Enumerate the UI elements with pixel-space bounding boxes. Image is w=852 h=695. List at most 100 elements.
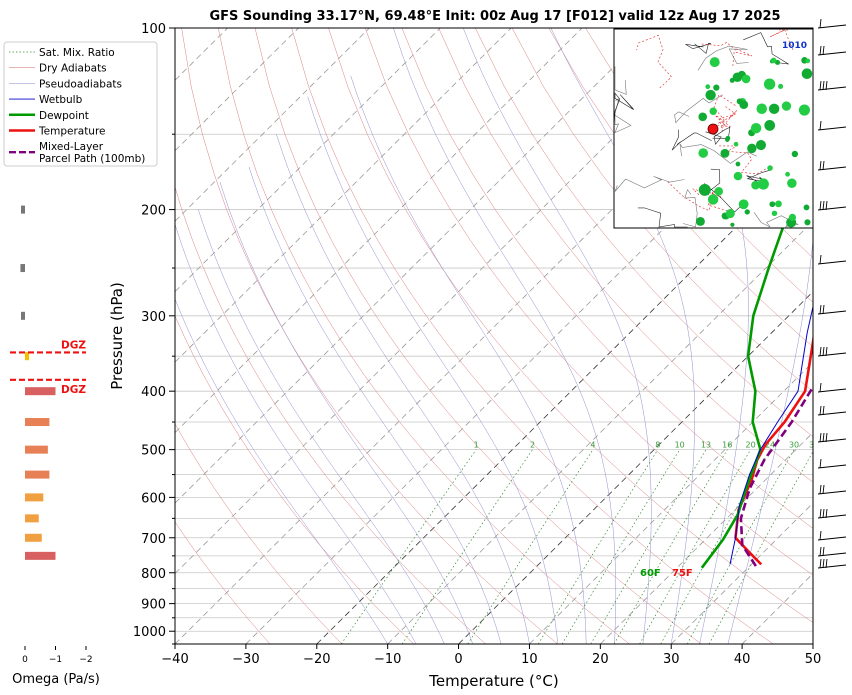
omega-bar bbox=[25, 514, 39, 522]
x-tick-label: 40 bbox=[734, 652, 751, 667]
x-tick-label: 50 bbox=[805, 652, 822, 667]
mixing-ratio-label: 1 bbox=[474, 441, 479, 450]
y-tick-label: 500 bbox=[141, 444, 166, 459]
legend-label: Wetbulb bbox=[39, 94, 83, 106]
x-tick-label: 20 bbox=[592, 652, 609, 667]
precip-blob bbox=[714, 187, 723, 196]
chart-title: GFS Sounding 33.17°N, 69.48°E Init: 00z … bbox=[209, 9, 780, 24]
precip-blob bbox=[782, 101, 791, 110]
omega-bar bbox=[25, 418, 49, 426]
omega-bar bbox=[25, 471, 49, 479]
omega-bar bbox=[25, 552, 56, 560]
omega-bar bbox=[25, 493, 43, 501]
precip-blob bbox=[771, 58, 777, 64]
precip-blob bbox=[705, 90, 715, 100]
precip-blob bbox=[799, 105, 810, 116]
precip-blob bbox=[792, 151, 798, 157]
omega-bar bbox=[25, 446, 48, 454]
precip-blob bbox=[804, 219, 810, 225]
dewpoint-surface-label: 60F bbox=[640, 568, 661, 579]
y-axis-label: Pressure (hPa) bbox=[108, 282, 126, 390]
precip-blob bbox=[747, 144, 756, 153]
location-marker bbox=[708, 124, 718, 134]
omega-axis-label: Omega (Pa/s) bbox=[12, 672, 100, 687]
precip-blob bbox=[769, 201, 775, 207]
omega-tick-label: −2 bbox=[79, 655, 92, 665]
precip-blob bbox=[802, 68, 813, 79]
y-tick-label: 600 bbox=[141, 491, 166, 506]
precip-blob bbox=[742, 75, 751, 84]
precip-blob bbox=[730, 78, 735, 83]
dgz-label: DGZ bbox=[61, 384, 86, 396]
omega-bar bbox=[21, 312, 25, 320]
legend-label: Dry Adiabats bbox=[39, 63, 107, 75]
omega-bar bbox=[21, 206, 25, 214]
precip-blob bbox=[764, 79, 775, 90]
mixing-ratio-label: 4 bbox=[590, 441, 595, 450]
y-tick-label: 900 bbox=[141, 598, 166, 613]
precip-blob bbox=[698, 112, 707, 121]
precip-blob bbox=[785, 172, 790, 177]
legend-label: Pseudoadiabats bbox=[39, 78, 122, 90]
precip-blob bbox=[751, 123, 761, 133]
y-tick-label: 700 bbox=[141, 532, 166, 547]
precip-blob bbox=[726, 209, 735, 218]
precip-blob bbox=[725, 137, 730, 142]
mixing-ratio-label: 2 bbox=[530, 441, 535, 450]
precip-blob bbox=[720, 149, 729, 158]
precip-blob bbox=[698, 148, 708, 158]
legend: Sat. Mix. Ratio Dry Adiabats Pseudoadiabat… bbox=[4, 42, 157, 166]
precip-blob bbox=[789, 214, 796, 221]
x-tick-label: −40 bbox=[161, 652, 188, 667]
y-tick-label: 400 bbox=[141, 385, 166, 400]
precip-blob bbox=[804, 205, 810, 211]
omega-bar bbox=[25, 387, 56, 395]
x-tick-label: 0 bbox=[454, 652, 462, 667]
x-tick-label: −20 bbox=[303, 652, 330, 667]
inset-map: 1010 bbox=[614, 29, 813, 228]
precip-blob bbox=[739, 100, 748, 109]
x-tick-label: 10 bbox=[521, 652, 538, 667]
precip-blob bbox=[710, 57, 720, 67]
precip-blob bbox=[705, 84, 710, 89]
omega-bar bbox=[25, 534, 42, 542]
y-tick-label: 300 bbox=[141, 310, 166, 325]
x-tick-label: 30 bbox=[663, 652, 680, 667]
precip-blob bbox=[805, 58, 810, 63]
omega-tick-label: 0 bbox=[22, 655, 28, 665]
mixing-ratio-label: 20 bbox=[745, 441, 755, 450]
precip-blob bbox=[757, 104, 767, 114]
omega-tick-label: −1 bbox=[49, 655, 62, 665]
mixing-ratio-label: 30 bbox=[789, 441, 799, 450]
temperature-surface-label: 75F bbox=[672, 568, 693, 579]
x-tick-label: −10 bbox=[374, 652, 401, 667]
precip-blob bbox=[696, 217, 705, 226]
legend-label: Temperature bbox=[38, 126, 106, 138]
precip-blob bbox=[730, 223, 734, 227]
y-tick-label: 800 bbox=[141, 567, 166, 582]
precip-blob bbox=[778, 84, 783, 89]
precip-blob bbox=[769, 104, 779, 114]
y-tick-label: 1000 bbox=[133, 625, 166, 640]
precip-blob bbox=[767, 165, 773, 171]
precip-blob bbox=[736, 162, 741, 167]
precip-blob bbox=[775, 200, 782, 207]
precip-blob bbox=[709, 108, 716, 115]
inset-map-label: 1010 bbox=[782, 41, 807, 51]
precip-blob bbox=[713, 85, 719, 91]
x-tick-label: −30 bbox=[232, 652, 259, 667]
precip-blob bbox=[739, 199, 749, 209]
precip-blob bbox=[745, 209, 750, 214]
x-axis-label: Temperature (°C) bbox=[428, 672, 558, 690]
precip-blob bbox=[699, 184, 711, 196]
dgz-label: DGZ bbox=[61, 339, 86, 351]
mixing-ratio-label: 8 bbox=[655, 441, 660, 450]
precip-blob bbox=[756, 140, 766, 150]
precip-blob bbox=[764, 120, 775, 131]
legend-label: Sat. Mix. Ratio bbox=[39, 47, 115, 59]
mixing-ratio-label: 16 bbox=[722, 441, 732, 450]
legend-label: Dewpoint bbox=[39, 110, 89, 122]
precip-blob bbox=[758, 178, 769, 189]
